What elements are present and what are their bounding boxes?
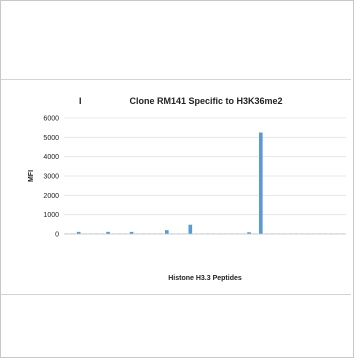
chart-card xyxy=(1,79,351,295)
y-tick-label: 2000 xyxy=(43,193,59,200)
y-axis-label: MFI xyxy=(28,170,35,182)
x-axis-label: Histone H3.3 Peptides xyxy=(168,275,242,282)
y-tick-label: 5000 xyxy=(43,135,59,142)
gridlines xyxy=(64,117,346,216)
bar xyxy=(106,231,110,234)
bar xyxy=(188,224,193,234)
bars xyxy=(65,132,345,234)
y-tick-label: 0 xyxy=(55,232,59,239)
bar xyxy=(164,230,169,234)
chart-title: Clone RM141 Specific to H3K36me2 xyxy=(129,96,282,106)
bar xyxy=(76,231,81,234)
bar xyxy=(247,232,251,234)
bar xyxy=(258,132,263,234)
panel-label: I xyxy=(79,96,82,106)
y-tick-label: 6000 xyxy=(43,116,59,123)
y-tick-label: 4000 xyxy=(43,154,59,161)
y-tick-label: 1000 xyxy=(43,212,59,219)
y-tick-labels: 0 1000 2000 3000 4000 5000 6000 xyxy=(43,116,59,239)
bar xyxy=(129,231,134,234)
y-tick-label: 3000 xyxy=(43,174,59,181)
